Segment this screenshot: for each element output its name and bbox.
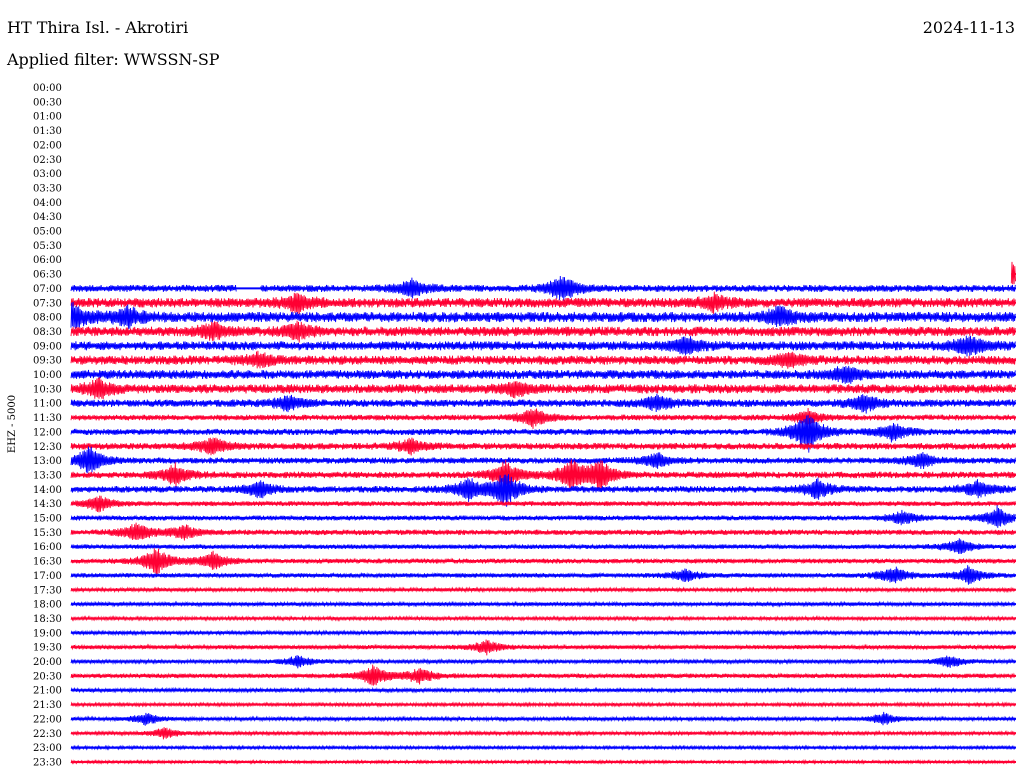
time-label: 07:30 — [33, 298, 62, 309]
time-label: 09:00 — [33, 341, 62, 352]
time-label: 13:00 — [33, 456, 62, 467]
time-label: 16:00 — [33, 542, 62, 553]
time-label: 18:00 — [33, 600, 62, 611]
time-label: 15:30 — [33, 528, 62, 539]
trace-line — [70, 548, 1016, 577]
trace-line — [70, 291, 1016, 315]
time-label: 20:30 — [33, 671, 62, 682]
time-label: 23:30 — [33, 757, 62, 768]
time-label: 23:00 — [33, 743, 62, 754]
time-label: 19:30 — [33, 643, 62, 654]
time-label: 02:00 — [33, 140, 62, 151]
time-label: 04:30 — [33, 212, 62, 223]
time-label: 22:30 — [33, 729, 62, 740]
station-title: HT Thira Isl. - Akrotiri — [7, 18, 189, 37]
trace-line — [70, 301, 1016, 330]
time-label: 05:00 — [33, 227, 62, 238]
time-label: 22:00 — [33, 714, 62, 725]
time-label: 06:30 — [33, 270, 62, 281]
time-label: 06:00 — [33, 255, 62, 266]
time-label: 10:30 — [33, 384, 62, 395]
time-label: 13:30 — [33, 470, 62, 481]
time-label: 01:00 — [33, 112, 62, 123]
time-label: 00:30 — [33, 97, 62, 108]
time-label: 18:30 — [33, 614, 62, 625]
trace-line — [70, 505, 1016, 528]
filter-label: Applied filter: WWSSN-SP — [7, 50, 220, 69]
time-label: 14:30 — [33, 499, 62, 510]
time-label: 17:30 — [33, 585, 62, 596]
time-label: 12:30 — [33, 442, 62, 453]
time-label: 12:00 — [33, 427, 62, 438]
time-label: 19:00 — [33, 628, 62, 639]
time-label: 08:30 — [33, 327, 62, 338]
time-label: 08:00 — [33, 313, 62, 324]
time-label: 00:00 — [33, 83, 62, 94]
time-label: 09:30 — [33, 356, 62, 367]
time-label: 21:30 — [33, 700, 62, 711]
trace-line — [1010, 261, 1016, 285]
time-label: 16:30 — [33, 557, 62, 568]
time-label: 05:30 — [33, 241, 62, 252]
time-label: 01:30 — [33, 126, 62, 137]
time-label: 10:00 — [33, 370, 62, 381]
time-label: 11:30 — [33, 413, 62, 424]
time-label: 07:00 — [33, 284, 62, 295]
seismic-traces — [70, 261, 1016, 766]
time-label: 02:30 — [33, 155, 62, 166]
trace-line — [70, 365, 1016, 384]
time-label: 11:00 — [33, 399, 62, 410]
time-label: 14:00 — [33, 485, 62, 496]
time-label: 15:00 — [33, 514, 62, 525]
time-label: 04:00 — [33, 198, 62, 209]
time-label: 03:00 — [33, 169, 62, 180]
time-labels: 00:00 00:30 01:00 01:30 02:00 02:30 03:00 03:30… — [33, 83, 62, 768]
date-label: 2024-11-13 — [922, 18, 1015, 37]
time-label: 03:30 — [33, 183, 62, 194]
time-label: 21:00 — [33, 686, 62, 697]
channel-label: EHZ - 5000 — [7, 395, 18, 453]
time-label: 20:00 — [33, 657, 62, 668]
time-label: 17:00 — [33, 571, 62, 582]
